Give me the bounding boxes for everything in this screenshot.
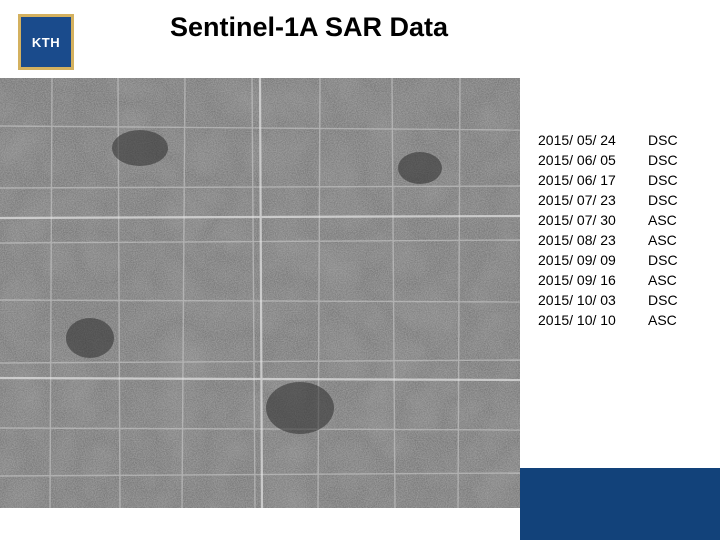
type-cell: DSC	[648, 130, 696, 150]
list-item: 2015/ 07/ 23DSC	[538, 190, 696, 210]
date-cell: 2015/ 09/ 09	[538, 250, 648, 270]
date-cell: 2015/ 06/ 17	[538, 170, 648, 190]
type-cell: ASC	[648, 210, 696, 230]
date-cell: 2015/ 06/ 05	[538, 150, 648, 170]
type-cell: ASC	[648, 310, 696, 330]
list-item: 2015/ 10/ 10ASC	[538, 310, 696, 330]
type-cell: DSC	[648, 190, 696, 210]
data-list: 2015/ 05/ 24DSC 2015/ 06/ 05DSC 2015/ 06…	[538, 130, 696, 330]
type-cell: DSC	[648, 150, 696, 170]
list-item: 2015/ 06/ 17DSC	[538, 170, 696, 190]
list-item: 2015/ 06/ 05DSC	[538, 150, 696, 170]
kth-logo: KTH	[18, 14, 74, 70]
type-cell: DSC	[648, 170, 696, 190]
type-cell: DSC	[648, 290, 696, 310]
footer-bar	[520, 468, 720, 540]
list-item: 2015/ 05/ 24DSC	[538, 130, 696, 150]
date-cell: 2015/ 05/ 24	[538, 130, 648, 150]
type-cell: DSC	[648, 250, 696, 270]
list-item: 2015/ 09/ 16ASC	[538, 270, 696, 290]
sar-image	[0, 78, 520, 508]
list-item: 2015/ 10/ 03DSC	[538, 290, 696, 310]
list-item: 2015/ 08/ 23ASC	[538, 230, 696, 250]
date-cell: 2015/ 07/ 30	[538, 210, 648, 230]
date-cell: 2015/ 10/ 10	[538, 310, 648, 330]
logo-text: KTH	[32, 35, 60, 50]
date-cell: 2015/ 09/ 16	[538, 270, 648, 290]
list-item: 2015/ 07/ 30ASC	[538, 210, 696, 230]
date-cell: 2015/ 07/ 23	[538, 190, 648, 210]
page-title: Sentinel-1A SAR Data	[170, 12, 448, 43]
type-cell: ASC	[648, 270, 696, 290]
date-cell: 2015/ 08/ 23	[538, 230, 648, 250]
date-cell: 2015/ 10/ 03	[538, 290, 648, 310]
list-item: 2015/ 09/ 09DSC	[538, 250, 696, 270]
type-cell: ASC	[648, 230, 696, 250]
